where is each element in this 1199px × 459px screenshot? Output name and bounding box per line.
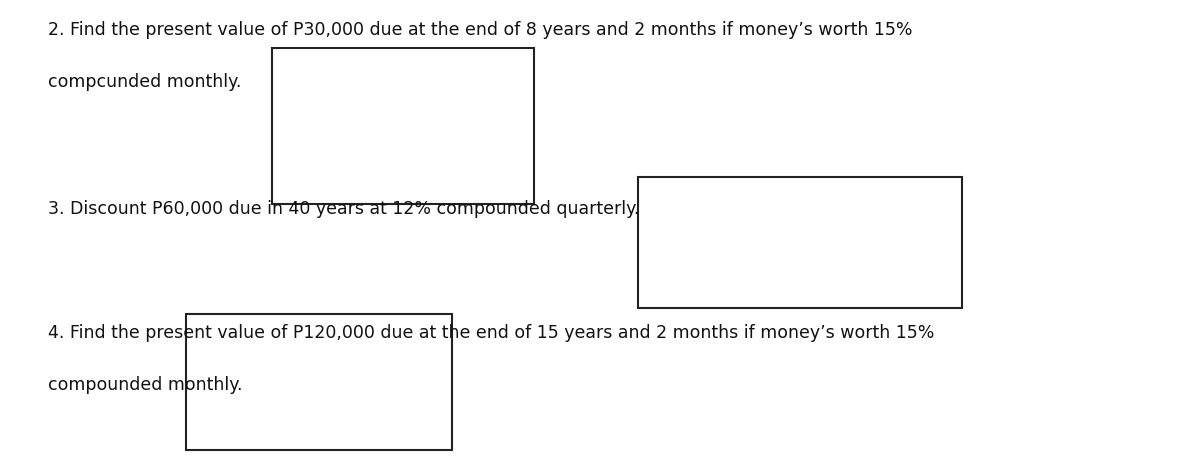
Bar	[186, 314, 452, 450]
Text: compcunded monthly.: compcunded monthly.	[48, 73, 241, 91]
Text: 2. Find the present value of P30,000 due at the end of 8 years and 2 months if m: 2. Find the present value of P30,000 due…	[48, 21, 912, 39]
Text: compounded monthly.: compounded monthly.	[48, 376, 242, 394]
Text: 3. Discount P60,000 due in 40 years at 12% compounded quarterly.: 3. Discount P60,000 due in 40 years at 1…	[48, 200, 639, 218]
Bar	[272, 48, 534, 204]
Bar	[638, 177, 962, 308]
Text: 4. Find the present value of P120,000 due at the end of 15 years and 2 months if: 4. Find the present value of P120,000 du…	[48, 324, 934, 341]
